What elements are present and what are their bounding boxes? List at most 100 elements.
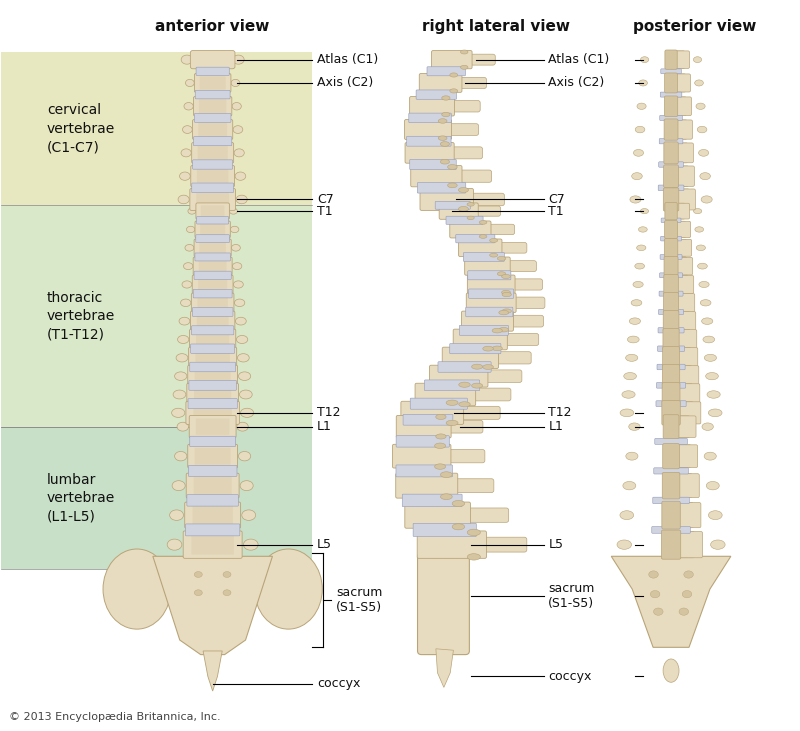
- FancyBboxPatch shape: [672, 51, 690, 69]
- FancyBboxPatch shape: [662, 501, 680, 529]
- Ellipse shape: [178, 195, 190, 204]
- FancyBboxPatch shape: [410, 159, 456, 170]
- Ellipse shape: [254, 549, 322, 629]
- Ellipse shape: [436, 414, 446, 420]
- Ellipse shape: [696, 245, 706, 251]
- FancyBboxPatch shape: [506, 261, 536, 272]
- FancyBboxPatch shape: [658, 346, 685, 352]
- FancyBboxPatch shape: [199, 76, 226, 90]
- Ellipse shape: [176, 354, 188, 362]
- FancyBboxPatch shape: [418, 531, 486, 558]
- Ellipse shape: [492, 346, 502, 351]
- FancyBboxPatch shape: [512, 297, 545, 308]
- Ellipse shape: [172, 481, 185, 491]
- Ellipse shape: [627, 336, 639, 343]
- FancyBboxPatch shape: [652, 526, 690, 533]
- FancyBboxPatch shape: [664, 275, 678, 295]
- FancyBboxPatch shape: [190, 50, 235, 69]
- Polygon shape: [203, 651, 222, 691]
- Text: anterior view: anterior view: [155, 20, 270, 34]
- Ellipse shape: [472, 383, 482, 388]
- Ellipse shape: [626, 452, 638, 460]
- Ellipse shape: [174, 372, 187, 380]
- FancyBboxPatch shape: [483, 370, 522, 382]
- FancyBboxPatch shape: [673, 474, 699, 498]
- Ellipse shape: [461, 65, 468, 69]
- FancyBboxPatch shape: [466, 293, 516, 313]
- FancyBboxPatch shape: [666, 503, 694, 528]
- Ellipse shape: [499, 311, 509, 315]
- FancyBboxPatch shape: [465, 257, 510, 276]
- Ellipse shape: [194, 572, 202, 577]
- FancyBboxPatch shape: [660, 254, 682, 260]
- FancyBboxPatch shape: [196, 332, 230, 347]
- FancyBboxPatch shape: [193, 160, 233, 169]
- FancyBboxPatch shape: [658, 309, 683, 314]
- Ellipse shape: [654, 608, 663, 616]
- FancyBboxPatch shape: [672, 257, 693, 275]
- Ellipse shape: [638, 227, 647, 232]
- FancyBboxPatch shape: [453, 479, 494, 493]
- Ellipse shape: [223, 572, 231, 577]
- FancyBboxPatch shape: [188, 444, 238, 468]
- FancyBboxPatch shape: [431, 50, 472, 69]
- FancyBboxPatch shape: [197, 314, 229, 328]
- FancyBboxPatch shape: [194, 289, 232, 298]
- FancyBboxPatch shape: [673, 311, 696, 330]
- FancyBboxPatch shape: [666, 531, 694, 558]
- FancyBboxPatch shape: [663, 292, 678, 313]
- FancyBboxPatch shape: [450, 221, 491, 238]
- FancyBboxPatch shape: [673, 416, 696, 437]
- Ellipse shape: [238, 452, 250, 461]
- Ellipse shape: [438, 118, 447, 124]
- Ellipse shape: [632, 173, 642, 180]
- FancyBboxPatch shape: [188, 398, 238, 409]
- FancyBboxPatch shape: [191, 534, 234, 555]
- Ellipse shape: [446, 420, 458, 425]
- Ellipse shape: [637, 245, 646, 251]
- FancyBboxPatch shape: [199, 241, 226, 254]
- Ellipse shape: [452, 501, 465, 507]
- FancyBboxPatch shape: [666, 474, 692, 498]
- Ellipse shape: [223, 590, 231, 596]
- FancyBboxPatch shape: [674, 402, 701, 424]
- FancyBboxPatch shape: [673, 444, 698, 468]
- Ellipse shape: [441, 471, 452, 477]
- Ellipse shape: [230, 227, 239, 232]
- FancyBboxPatch shape: [456, 235, 495, 243]
- Ellipse shape: [233, 126, 243, 134]
- Ellipse shape: [237, 423, 248, 431]
- FancyBboxPatch shape: [494, 352, 531, 364]
- FancyBboxPatch shape: [183, 531, 242, 558]
- Ellipse shape: [707, 391, 720, 398]
- Ellipse shape: [438, 136, 447, 140]
- Ellipse shape: [706, 482, 719, 490]
- FancyBboxPatch shape: [197, 216, 229, 224]
- Ellipse shape: [186, 80, 194, 86]
- Ellipse shape: [706, 373, 718, 380]
- FancyBboxPatch shape: [662, 365, 680, 387]
- FancyBboxPatch shape: [666, 366, 692, 387]
- Ellipse shape: [635, 126, 645, 133]
- FancyBboxPatch shape: [673, 366, 698, 387]
- FancyBboxPatch shape: [666, 416, 690, 437]
- Ellipse shape: [232, 102, 242, 110]
- Ellipse shape: [242, 510, 256, 520]
- Ellipse shape: [472, 364, 482, 369]
- FancyBboxPatch shape: [401, 401, 464, 425]
- Ellipse shape: [442, 113, 450, 117]
- FancyBboxPatch shape: [663, 328, 679, 350]
- Ellipse shape: [238, 372, 250, 380]
- FancyBboxPatch shape: [672, 221, 690, 238]
- FancyBboxPatch shape: [662, 382, 680, 406]
- FancyBboxPatch shape: [667, 221, 686, 238]
- Ellipse shape: [699, 281, 709, 287]
- FancyBboxPatch shape: [190, 436, 235, 447]
- Ellipse shape: [502, 292, 511, 297]
- FancyBboxPatch shape: [454, 329, 507, 350]
- Text: coccyx: coccyx: [317, 677, 361, 690]
- Ellipse shape: [442, 96, 450, 100]
- FancyBboxPatch shape: [442, 347, 498, 368]
- Ellipse shape: [458, 187, 469, 192]
- FancyBboxPatch shape: [192, 183, 234, 192]
